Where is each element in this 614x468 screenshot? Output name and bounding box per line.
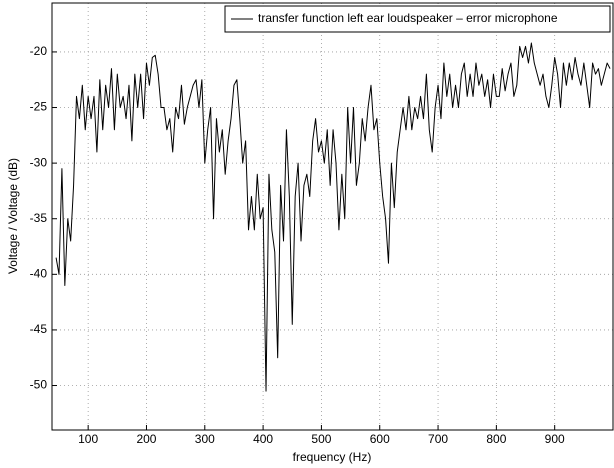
legend-label: transfer function left ear loudspeaker –… [258, 11, 558, 25]
y-axis-label: Voltage / Voltage (dB) [6, 158, 20, 274]
y-tick-label: -30 [30, 155, 48, 169]
plot-frame [51, 2, 614, 431]
y-tick-label: -20 [30, 44, 48, 58]
y-tick-label: -45 [30, 322, 48, 336]
x-tick-label: 200 [136, 432, 156, 446]
x-tick-label: 700 [428, 432, 448, 446]
y-tick-label: -40 [30, 266, 48, 280]
x-tick-label: 600 [370, 432, 390, 446]
y-tick-label: -25 [30, 100, 48, 114]
x-tick-label: 800 [486, 432, 506, 446]
x-axis-label: frequency (Hz) [293, 450, 372, 464]
legend: transfer function left ear loudspeaker –… [224, 5, 611, 33]
legend-box [224, 5, 611, 33]
x-tick-label: 900 [545, 432, 565, 446]
x-tick-label: 100 [78, 432, 98, 446]
y-tick-label: -50 [30, 378, 48, 392]
x-tick-label: 400 [253, 432, 273, 446]
data-line [55, 42, 611, 392]
x-tick-label: 500 [311, 432, 331, 446]
y-tick-label: -35 [30, 211, 48, 225]
x-tick-label: 300 [195, 432, 215, 446]
